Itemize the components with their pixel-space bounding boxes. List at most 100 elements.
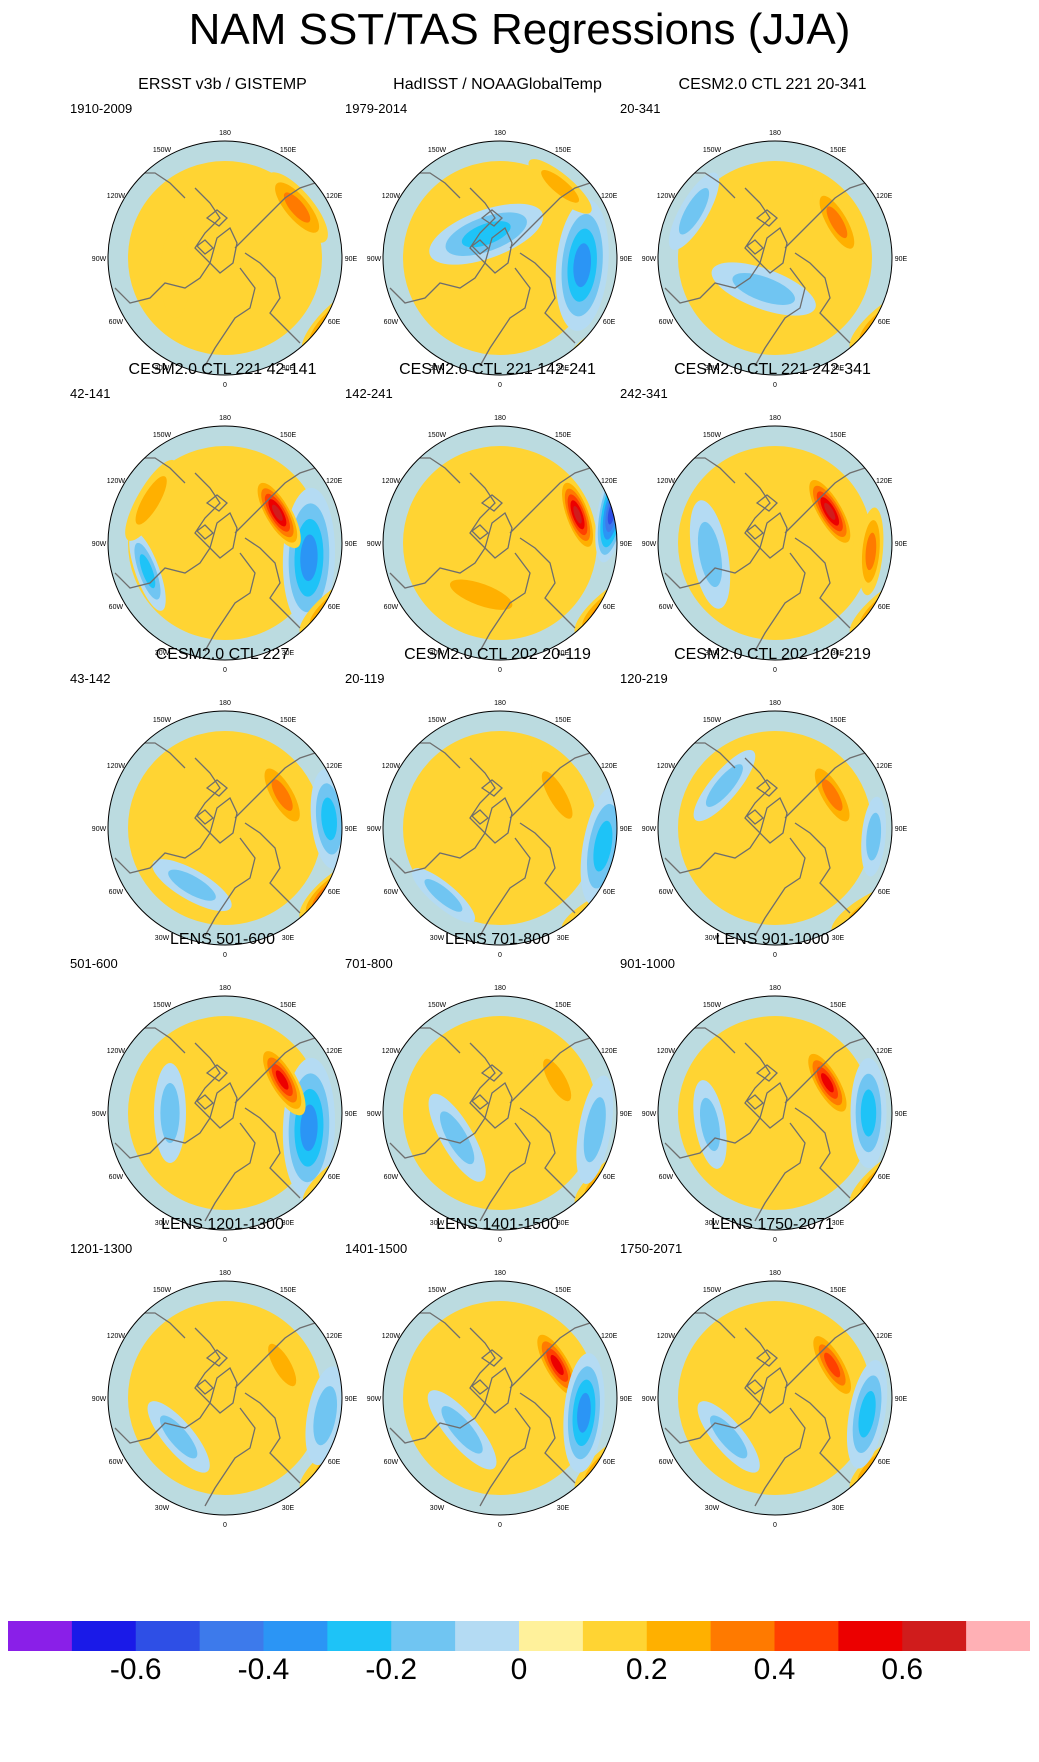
longitude-label: 30E [282,935,295,942]
longitude-label: 90E [620,1396,633,1403]
colorbar [8,1621,1030,1651]
anomaly-contour [271,779,293,811]
longitude-label: 150W [703,717,722,724]
panel-title: CESM2.0 CTL 221 42-141 [128,361,317,378]
longitude-label: 120E [601,1333,618,1340]
map-panel: ERSST v3b / GISTEMP 1910-2009 180 150E 120E 9… [70,75,375,389]
anomaly-contour [732,273,795,305]
longitude-label: 60E [328,1459,341,1466]
longitude-label: 150E [280,147,297,154]
anomaly-contour [424,879,463,912]
anomaly-contour [848,1495,879,1512]
longitude-label: 90W [642,1111,657,1118]
longitude-label: 0 [498,667,502,674]
anomaly-contour [168,869,216,901]
longitude-label: 30E [557,935,570,942]
anomaly-contour [292,1491,335,1515]
map-panel: CESM2.0 CTL 221 242-341 242-341 180 150E 120… [620,360,925,674]
longitude-label: 30W [155,650,170,657]
longitude-label: 30E [557,1505,570,1512]
longitude-label: 60W [659,319,674,326]
longitude-label: 30W [430,1220,445,1227]
anomaly-contour [449,579,513,610]
panel-period: 701-800 [345,956,393,971]
map-panel: CESM2.0 CTL 221 142-241 142-241 180 150E 120… [345,360,650,674]
anomaly-contour [593,820,613,872]
colorbar-swatch [838,1621,903,1651]
anomaly-contour [826,206,848,239]
polar-map: 180 150E 120E 90E 60E 30E 0 30W 60W 90W 120W 150W [367,1270,633,1529]
longitude-label: 150E [830,717,847,724]
panel-title: CESM2.0 CTL 227 [155,646,290,663]
longitude-label: 120E [876,193,893,200]
longitude-label: 180 [219,1270,231,1277]
longitude-label: 150W [703,432,722,439]
longitude-label: 60W [659,889,674,896]
longitude-label: 30W [430,365,445,372]
longitude-label: 60W [384,889,399,896]
polar-map: 180 150E 120E 90E 60E 30E 0 30W 60W 90W 120W 150W [367,130,633,389]
polar-map: 180 150E 120E 90E 60E 30E 0 30W 60W 90W 120W 150W [92,700,358,959]
longitude-label: 150W [153,147,172,154]
anomaly-contour [821,779,843,811]
colorbar-swatch [582,1621,648,1651]
panel-period: 120-219 [620,671,668,686]
longitude-label: 0 [773,1237,777,1244]
longitude-label: 180 [219,700,231,707]
anomaly-contour [865,532,877,571]
coastlines [664,172,866,367]
anomaly-contour [583,1097,606,1163]
colorbar-tick-label: -0.2 [365,1653,418,1686]
panel-period: 20-119 [345,671,385,686]
panel-title: LENS 701-800 [445,931,550,948]
anomaly-contour [461,221,511,248]
longitude-label: 120W [107,193,126,200]
longitude-label: 0 [498,1522,502,1529]
longitude-label: 30E [282,1220,295,1227]
panel-title: HadISST / NOAAGlobalTemp [393,76,602,93]
anomaly-contour [300,534,318,582]
anomaly-contour [573,506,582,524]
longitude-label: 0 [773,1522,777,1529]
longitude-label: 60E [603,1174,616,1181]
polar-map: 180 150E 120E 90E 60E 30E 0 30W 60W 90W 120W 150W [642,700,908,959]
colorbar-swatch [199,1621,264,1651]
anomaly-contour [577,1392,591,1433]
colorbar-tick-label: 0.4 [753,1653,796,1686]
map-panel: LENS 1201-1300 1201-1300 180 150E 120E 90E 60E… [70,1215,375,1529]
polar-map: 180 150E 120E 90E 60E 30E 0 30W 60W 90W 120W 150W [367,700,633,959]
longitude-label: 0 [498,952,502,959]
panel-title: LENS 501-600 [170,931,275,948]
longitude-label: 120E [876,478,893,485]
longitude-label: 60W [384,1459,399,1466]
longitude-label: 90E [620,541,633,548]
longitude-label: 30W [155,1505,170,1512]
longitude-label: 180 [769,415,781,422]
anomaly-contour [573,243,592,288]
longitude-label: 60E [328,604,341,611]
polar-map: 180 150E 120E 90E 60E 30E 0 30W 60W 90W 120W 150W [642,985,908,1244]
longitude-label: 60W [659,1174,674,1181]
longitude-label: 30E [832,935,845,942]
longitude-label: 90E [895,1396,908,1403]
longitude-label: 0 [223,1237,227,1244]
longitude-label: 120E [601,1048,618,1055]
coastlines [389,457,591,652]
longitude-label: 90E [345,1111,358,1118]
map-panel: LENS 501-600 501-600 180 150E 120E 90E 60E 30E 0… [70,930,375,1244]
colorbar-swatch [902,1621,967,1651]
longitude-label: 180 [769,700,781,707]
longitude-label: 120E [876,1333,893,1340]
longitude-label: 90W [92,826,107,833]
panel-period: 242-341 [620,386,668,401]
map-border [657,140,893,376]
longitude-label: 120E [326,1333,343,1340]
longitude-label: 180 [219,130,231,137]
anomaly-contour [709,1415,748,1459]
map-panel: CESM2.0 CTL 227 43-142 180 150E 120E 90E 60E 30… [70,645,375,959]
longitude-label: 60W [109,1459,124,1466]
panel-period: 1401-1500 [345,1241,408,1256]
longitude-label: 60E [603,889,616,896]
anomaly-contour [541,169,580,203]
